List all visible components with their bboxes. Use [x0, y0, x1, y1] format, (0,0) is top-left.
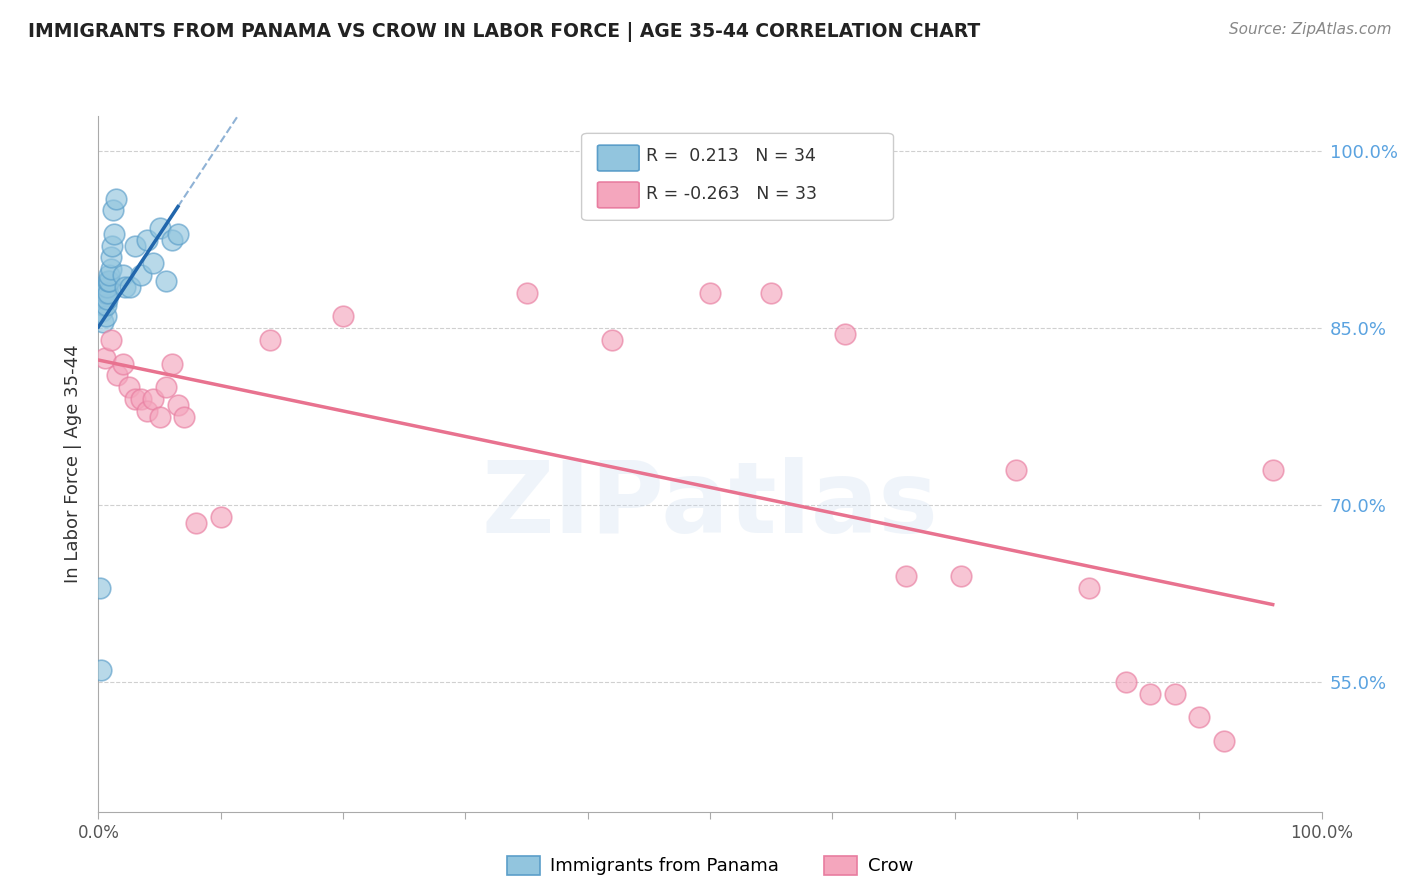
Point — [155, 380, 177, 394]
Point — [98, 274, 121, 288]
Point — [93, 292, 115, 306]
Point — [101, 203, 124, 218]
Point — [1115, 675, 1137, 690]
Point — [96, 280, 118, 294]
Point — [129, 268, 152, 282]
Text: Source: ZipAtlas.com: Source: ZipAtlas.com — [1229, 22, 1392, 37]
Point — [94, 298, 117, 312]
Point — [111, 357, 134, 371]
Point — [1004, 463, 1026, 477]
Point — [332, 310, 354, 324]
Point — [1261, 463, 1284, 477]
Point — [136, 233, 159, 247]
Point — [1139, 687, 1161, 701]
Point — [111, 268, 134, 282]
Point — [90, 663, 112, 677]
Point — [142, 392, 165, 406]
Point — [118, 380, 141, 394]
Point — [100, 262, 122, 277]
Point — [105, 368, 128, 383]
Point — [103, 227, 125, 241]
Point — [129, 392, 152, 406]
Point — [91, 315, 114, 329]
FancyBboxPatch shape — [598, 182, 640, 208]
Point — [155, 274, 177, 288]
Point — [104, 192, 127, 206]
Point — [100, 333, 122, 347]
Point — [97, 274, 120, 288]
Point — [515, 285, 537, 300]
Point — [98, 268, 121, 282]
Point — [91, 303, 114, 318]
Point — [97, 285, 120, 300]
Point — [761, 285, 783, 300]
FancyBboxPatch shape — [582, 134, 894, 220]
Point — [160, 233, 183, 247]
Legend: Immigrants from Panama, Crow: Immigrants from Panama, Crow — [499, 849, 921, 883]
Point — [1078, 581, 1101, 595]
Point — [93, 285, 115, 300]
Point — [209, 509, 232, 524]
Point — [167, 227, 190, 241]
Point — [149, 221, 172, 235]
Point — [94, 285, 117, 300]
Point — [124, 392, 146, 406]
Point — [173, 409, 195, 424]
Point — [136, 404, 159, 418]
Point — [91, 292, 114, 306]
Point — [1212, 734, 1234, 748]
Point — [124, 238, 146, 252]
Point — [100, 251, 122, 265]
Point — [160, 357, 183, 371]
Point — [167, 398, 190, 412]
Point — [149, 409, 172, 424]
Point — [186, 516, 208, 530]
Point — [1164, 687, 1187, 701]
Text: R = -0.263   N = 33: R = -0.263 N = 33 — [647, 185, 817, 202]
Text: IMMIGRANTS FROM PANAMA VS CROW IN LABOR FORCE | AGE 35-44 CORRELATION CHART: IMMIGRANTS FROM PANAMA VS CROW IN LABOR … — [28, 22, 980, 42]
Point — [89, 581, 111, 595]
Point — [600, 333, 623, 347]
Point — [101, 238, 124, 252]
Point — [894, 569, 917, 583]
Y-axis label: In Labor Force | Age 35-44: In Labor Force | Age 35-44 — [63, 344, 82, 583]
Point — [259, 333, 281, 347]
Text: R =  0.213   N = 34: R = 0.213 N = 34 — [647, 147, 817, 165]
Point — [834, 327, 856, 342]
Text: ZIPatlas: ZIPatlas — [482, 457, 938, 554]
Point — [699, 285, 721, 300]
Point — [142, 256, 165, 270]
FancyBboxPatch shape — [598, 145, 640, 171]
Point — [91, 298, 114, 312]
Point — [96, 292, 118, 306]
Point — [949, 569, 972, 583]
Point — [114, 280, 136, 294]
Point — [93, 351, 115, 365]
Point — [120, 280, 142, 294]
Point — [1188, 710, 1211, 724]
Point — [94, 310, 117, 324]
